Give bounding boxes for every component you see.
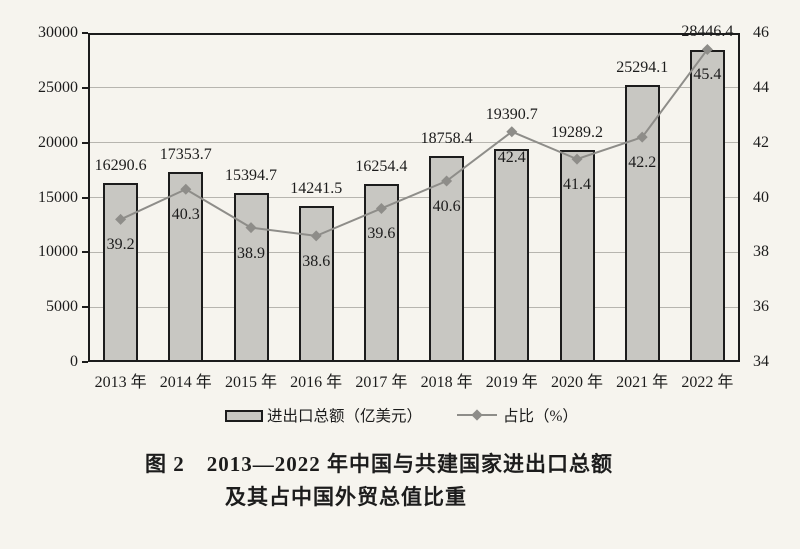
line-value-label: 41.4 [563, 176, 591, 194]
left-axis-tick-label: 20000 [38, 133, 78, 151]
line-value-label: 40.3 [171, 206, 200, 224]
bar-value-label: 19390.7 [485, 105, 538, 123]
bar [298, 205, 334, 362]
left-axis-tick [82, 196, 88, 199]
bar-value-label: 25294.1 [616, 58, 669, 76]
x-axis-label: 2018 年 [420, 374, 473, 391]
right-axis-tick-label: 44 [753, 78, 769, 96]
x-axis-label: 2014 年 [159, 374, 212, 391]
bar [363, 183, 399, 362]
left-axis-tick-label: 0 [70, 353, 78, 370]
left-axis-tick [82, 306, 88, 309]
left-axis-tick-label: 25000 [38, 78, 78, 96]
figure-caption-line1: 图 2 2013—2022 年中国与共建国家进出口总额 [145, 452, 613, 476]
right-axis-tick-label: 46 [753, 24, 769, 41]
legend-bar-label: 进出口总额（亿美元） [267, 408, 423, 425]
bar-value-label: 16254.4 [355, 157, 408, 175]
x-axis-label: 2017 年 [355, 374, 408, 391]
legend-bar-swatch [225, 410, 263, 422]
left-axis-tick [82, 86, 88, 89]
right-axis-tick-label: 36 [753, 298, 769, 316]
gridline [88, 251, 740, 253]
x-axis-label: 2015 年 [224, 374, 277, 391]
right-axis-tick-label: 34 [753, 353, 769, 370]
bar-value-label: 28446.4 [681, 23, 734, 41]
bar-value-label: 18758.4 [420, 130, 473, 148]
left-axis-tick [82, 141, 88, 144]
bar [624, 84, 660, 362]
left-axis-tick-label: 5000 [46, 298, 78, 316]
bar-value-label: 19289.2 [551, 124, 603, 142]
gridline [88, 306, 740, 308]
bar [168, 171, 204, 362]
line-value-label: 38.6 [302, 252, 331, 270]
bar [233, 193, 269, 362]
x-axis-label: 2021 年 [616, 374, 669, 391]
x-axis-label: 2022 年 [681, 374, 734, 391]
x-axis-label: 2020 年 [550, 374, 603, 391]
line-value-label: 38.9 [237, 244, 265, 262]
bar-value-label: 14241.5 [290, 179, 343, 197]
left-axis-tick-label: 15000 [38, 188, 78, 206]
figure-caption-line2: 及其占中国外贸总值比重 [225, 485, 467, 509]
left-axis-tick-label: 10000 [38, 243, 78, 261]
right-axis-tick-label: 38 [753, 243, 769, 261]
left-axis-tick [82, 32, 88, 34]
bar [429, 156, 465, 362]
right-axis-tick-label: 40 [753, 188, 769, 206]
line-value-label: 39.6 [367, 225, 396, 243]
left-axis-tick [82, 361, 88, 363]
left-axis-tick [82, 251, 88, 254]
line-value-label: 40.6 [432, 198, 461, 216]
line-point-marker [506, 126, 518, 138]
x-axis-label: 2013 年 [94, 374, 147, 391]
line-value-label: 39.2 [106, 236, 135, 254]
line-value-label: 42.4 [497, 148, 526, 166]
right-axis-tick-label: 42 [753, 133, 769, 151]
bar [494, 149, 530, 362]
legend-line-label: 占比（%） [503, 408, 578, 425]
bar [103, 183, 139, 362]
bar-value-label: 17353.7 [159, 145, 212, 163]
line-value-label: 42.2 [628, 154, 657, 172]
x-axis-label: 2019 年 [485, 374, 538, 391]
bar [689, 50, 725, 362]
x-axis-label: 2016 年 [290, 374, 343, 391]
left-axis-tick-label: 30000 [38, 24, 78, 41]
